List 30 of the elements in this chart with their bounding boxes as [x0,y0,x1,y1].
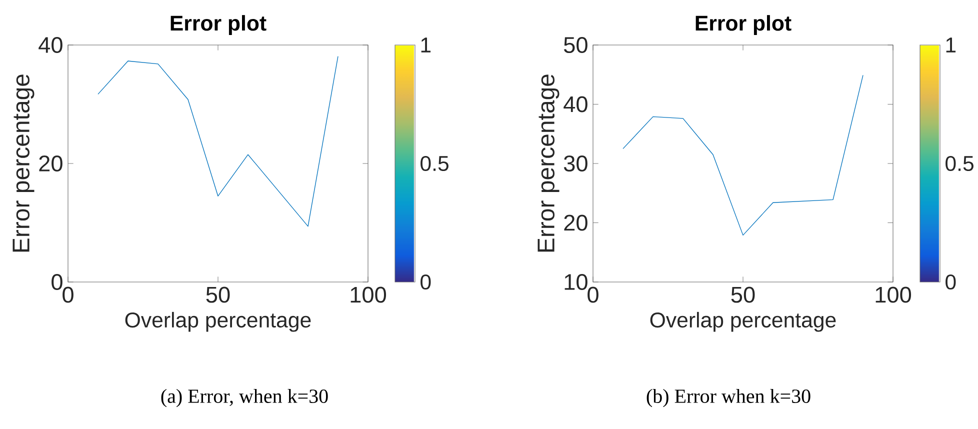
y-tick-label: 40 [38,36,62,54]
y-axis-title: Error percentage [12,74,34,252]
color-bar-label: 0.5 [420,156,448,172]
line-series [622,74,864,236]
x-tick-label: 50 [206,286,230,303]
y-tick-label: 20 [39,155,62,172]
color-bar-label: 0 [946,274,956,290]
y-axis-title: Error percentage [538,74,560,252]
x-tick-label: 100 [876,286,912,303]
line-series [98,56,338,227]
color-bar-label: 0.5 [946,156,974,172]
text: (a) Error, when k=30 [161,388,328,408]
x-axis-title: Overlap percentage [650,312,836,332]
x-tick-label: 50 [731,286,755,303]
text: (b) Error when k=30 [646,388,810,408]
y-tick-label: 0 [52,274,62,290]
x-tick-label: 0 [62,286,74,303]
y-tick-label: 40 [564,96,588,112]
y-tick-label: 50 [564,36,588,54]
color-bar-label: 0 [420,274,431,290]
x-tick-label: 100 [350,286,386,303]
chart-title: Error plot [170,15,266,35]
x-axis-title: Overlap percentage [125,312,311,332]
y-tick-label: 10 [564,274,588,290]
y-tick-label: 30 [564,155,588,172]
y-tick-label: 20 [564,214,588,231]
color-bar-label: 1 [946,38,956,52]
x-tick-label: 0 [588,286,598,303]
color-bar-label: 1 [421,38,431,52]
chart-title: Error plot [696,15,792,35]
